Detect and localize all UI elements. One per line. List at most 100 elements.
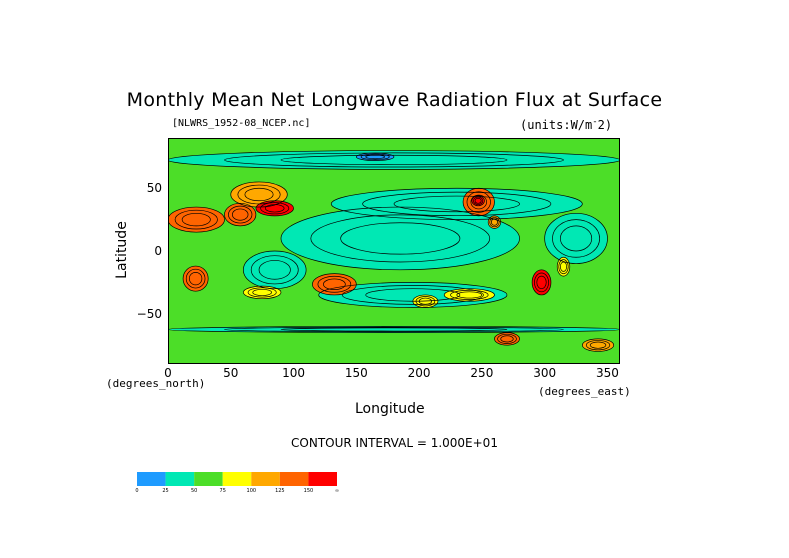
contour-antarctic-warm-1 bbox=[494, 332, 520, 346]
x-axis-label: Longitude bbox=[355, 401, 425, 417]
region-se-pacific-patch bbox=[444, 288, 495, 302]
contour-australia-1 bbox=[312, 273, 357, 296]
contour-mexico-2 bbox=[489, 217, 500, 228]
contour-north-pacific-band-1 bbox=[330, 187, 583, 220]
contour-arabia-iran-2 bbox=[228, 205, 253, 224]
colorbar-label: 125 bbox=[275, 488, 285, 494]
contour-brazil-3 bbox=[560, 261, 567, 272]
contour-tibet-3 bbox=[264, 204, 285, 213]
colorbar-swatch bbox=[165, 472, 195, 486]
contour-arabia-iran-3 bbox=[231, 208, 249, 221]
contour-antarctic-east-1 bbox=[581, 338, 615, 352]
region-atlantic bbox=[544, 213, 608, 264]
contour-south-pacific-band-2 bbox=[341, 285, 484, 305]
region-sahara bbox=[168, 207, 225, 233]
contour-n-america-west-3 bbox=[470, 194, 487, 210]
units-label: (units:W/m-2) bbox=[520, 117, 613, 132]
chart-title: Monthly Mean Net Longwave Radiation Flux… bbox=[126, 89, 663, 111]
y-axis-label: Latitude bbox=[114, 221, 130, 279]
contour-n-america-west-2 bbox=[466, 191, 491, 213]
contour-central-asia-1 bbox=[230, 181, 288, 208]
contour-arctic-belt-1 bbox=[168, 150, 620, 170]
map-plot-area bbox=[168, 138, 620, 364]
colorbar bbox=[137, 472, 337, 486]
contour-tropical-pacific-1 bbox=[280, 206, 520, 271]
contour-antarctic-warm-2 bbox=[497, 333, 517, 344]
contour-north-pacific-band-2 bbox=[362, 191, 552, 217]
contour-antarctic-belt-1 bbox=[168, 325, 620, 333]
contour-atlantic-2 bbox=[552, 219, 600, 258]
file-label: [NLWRS_1952-08_NCEP.nc] bbox=[172, 118, 311, 129]
contour-mexico-3 bbox=[490, 218, 498, 226]
contour-sahara-2 bbox=[174, 209, 218, 230]
contour-se-pacific-patch-1 bbox=[443, 288, 495, 302]
contour-south-pacific-band-1 bbox=[318, 282, 508, 308]
contour-arctic-cold-2 bbox=[360, 153, 390, 161]
contour-south-america-3 bbox=[536, 275, 547, 290]
contour-brazil-1 bbox=[556, 256, 571, 277]
region-north-pacific-band bbox=[331, 188, 583, 220]
x-tick-label: 350 bbox=[595, 366, 619, 380]
contour-antarctic-east-2 bbox=[585, 340, 611, 351]
contour-arctic-belt-2 bbox=[224, 152, 564, 168]
contour-arabia-iran-1 bbox=[224, 202, 257, 227]
contour-arctic-cold-3 bbox=[365, 154, 385, 160]
contour-atlantic-1 bbox=[544, 212, 608, 264]
contour-indian-ocean-3 bbox=[258, 260, 291, 280]
colorbar-swatch bbox=[251, 472, 280, 486]
contour-antarctic-east-3 bbox=[589, 341, 607, 349]
colorbar-label: ∞ bbox=[334, 488, 340, 494]
region-arabia-iran bbox=[224, 203, 256, 226]
x-tick-label: 0 bbox=[164, 366, 172, 380]
contour-tropical-pacific-2 bbox=[310, 214, 491, 263]
region-south-indian-patch bbox=[243, 286, 281, 299]
contour-south-pacific-patch-2 bbox=[415, 296, 436, 307]
region-great-basin bbox=[471, 195, 485, 206]
x-tick-label: 100 bbox=[282, 366, 305, 380]
contour-great-basin-1 bbox=[471, 195, 485, 207]
contour-south-indian-patch-1 bbox=[242, 285, 282, 300]
colorbar-swatch bbox=[137, 472, 166, 486]
region-southern-africa bbox=[183, 266, 209, 292]
contour-great-basin-3 bbox=[474, 197, 482, 204]
contour-sahara-3 bbox=[181, 212, 211, 227]
contour-south-america-1 bbox=[531, 269, 552, 296]
x-tick-label: 50 bbox=[223, 366, 239, 380]
x-tick-label: 200 bbox=[407, 366, 431, 380]
x-sublabel-right: (degrees_east) bbox=[538, 385, 631, 398]
y-tick-label: 50 bbox=[146, 181, 162, 196]
contour-antarctic-belt-3 bbox=[280, 327, 508, 332]
contour-great-basin-2 bbox=[473, 196, 484, 205]
contour-se-pacific-patch-2 bbox=[450, 289, 489, 301]
contour-tibet-2 bbox=[260, 202, 290, 215]
contour-atlantic-3 bbox=[560, 225, 593, 252]
region-tibet bbox=[255, 200, 294, 216]
y-tick-label: −50 bbox=[136, 306, 162, 321]
region-south-pacific-band bbox=[318, 282, 507, 308]
y-tick-label: 0 bbox=[154, 244, 162, 258]
contour-north-pacific-band-3 bbox=[393, 195, 520, 213]
contour-indian-ocean-2 bbox=[250, 255, 299, 285]
plot-frame bbox=[168, 138, 620, 364]
contour-sahara-1 bbox=[168, 206, 225, 233]
contour-se-pacific-patch-3 bbox=[456, 291, 483, 299]
colorbar-label: 75 bbox=[219, 488, 226, 494]
contour-south-indian-patch-2 bbox=[247, 287, 277, 298]
contour-south-america-2 bbox=[534, 272, 549, 293]
contour-mexico-1 bbox=[487, 215, 502, 229]
x-tick-label: 300 bbox=[533, 366, 557, 380]
region-tropical-pacific bbox=[281, 207, 520, 270]
colorbar-swatch bbox=[279, 472, 309, 486]
contour-southern-africa-2 bbox=[185, 268, 206, 289]
contour-tropical-pacific-3 bbox=[340, 222, 461, 255]
contour-central-asia-3 bbox=[244, 187, 274, 202]
contour-australia-2 bbox=[317, 275, 352, 293]
colorbar-swatch bbox=[222, 472, 252, 486]
contour-lines bbox=[168, 150, 620, 352]
colorbar-label: 25 bbox=[162, 488, 169, 494]
contour-n-america-west-1 bbox=[462, 187, 495, 217]
contour-southern-africa-1 bbox=[182, 265, 209, 292]
colorbar-label: 100 bbox=[246, 488, 257, 494]
colorbar-swatch bbox=[194, 472, 223, 486]
contour-arctic-belt-3 bbox=[280, 154, 508, 166]
